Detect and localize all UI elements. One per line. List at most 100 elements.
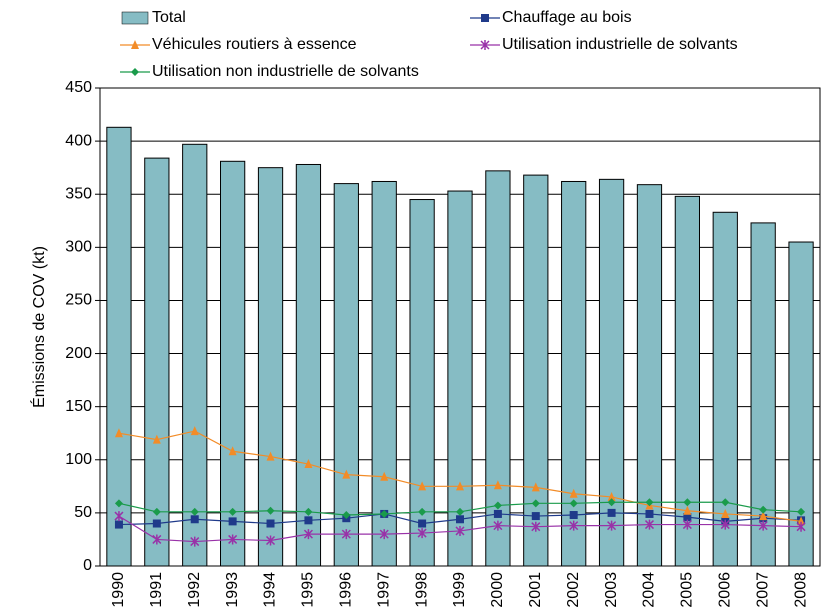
marker [417, 528, 427, 539]
bar [144, 157, 170, 567]
x-tick-label: 1993 [224, 572, 241, 608]
y-axis-label: Émissions de COV (kt) [29, 246, 48, 408]
legend-marker [480, 40, 490, 50]
marker [114, 520, 123, 529]
y-tick-label: 400 [65, 132, 92, 149]
marker [152, 507, 161, 516]
x-tick-label: 1997 [375, 572, 392, 608]
bar [447, 190, 473, 567]
marker [759, 511, 768, 521]
marker [303, 529, 313, 540]
marker [569, 499, 578, 508]
legend-label: Utilisation non industrielle de solvants [152, 63, 419, 80]
legend-label: Total [152, 9, 186, 26]
marker [796, 521, 806, 532]
x-tick-label: 2000 [489, 572, 506, 608]
marker [114, 511, 124, 522]
marker [114, 428, 123, 438]
y-tick-label: 250 [65, 292, 92, 309]
bar [712, 211, 738, 567]
legend-marker [131, 40, 139, 49]
marker [531, 521, 541, 532]
bar [106, 126, 132, 567]
x-tick-label: 2003 [603, 572, 620, 608]
marker [531, 512, 540, 521]
marker [152, 519, 161, 528]
marker [683, 498, 692, 507]
marker [721, 498, 730, 507]
marker [152, 434, 161, 444]
marker [759, 505, 768, 514]
x-tick-label: 2005 [679, 572, 696, 608]
x-tick-label: 1990 [110, 572, 127, 608]
marker [531, 482, 540, 492]
marker [607, 508, 616, 517]
legend-label: Utilisation industrielle de solvants [502, 36, 738, 53]
x-tick-label: 1994 [262, 572, 279, 608]
marker [456, 515, 464, 524]
marker [265, 535, 276, 546]
marker [569, 520, 579, 531]
bar [371, 180, 397, 567]
x-tick-label: 1996 [338, 572, 355, 608]
marker [342, 511, 351, 520]
x-tick-label: 1992 [186, 572, 203, 608]
bar [295, 163, 322, 567]
marker [645, 498, 654, 507]
marker [228, 446, 237, 456]
marker [266, 506, 275, 515]
y-tick-label: 150 [65, 398, 92, 415]
x-tick-label: 2004 [641, 572, 658, 608]
marker [493, 501, 502, 510]
marker [304, 459, 313, 469]
marker [644, 519, 655, 530]
marker [190, 515, 199, 524]
marker [341, 529, 351, 540]
x-tick-label: 2006 [716, 572, 733, 608]
marker [228, 517, 237, 526]
legend-swatch [121, 11, 149, 25]
marker [266, 519, 275, 528]
marker [721, 508, 730, 518]
marker [493, 520, 503, 531]
marker [683, 513, 692, 522]
marker [607, 520, 617, 531]
x-tick-label: 1998 [413, 572, 430, 608]
bar [598, 178, 625, 567]
marker [228, 507, 237, 516]
marker [797, 516, 806, 526]
marker [266, 451, 275, 461]
bar [257, 167, 284, 567]
marker [455, 525, 465, 536]
marker [342, 469, 351, 479]
marker [607, 498, 616, 507]
marker [228, 534, 238, 545]
y-tick-label: 0 [83, 557, 92, 574]
y-tick-label: 100 [65, 451, 92, 468]
x-tick-label: 2008 [792, 572, 809, 608]
bar [523, 174, 549, 567]
marker [758, 520, 768, 531]
marker [493, 509, 502, 518]
y-tick-label: 450 [65, 79, 92, 96]
legend-marker [131, 68, 139, 76]
marker [456, 507, 464, 516]
marker [418, 507, 427, 516]
marker [682, 519, 692, 530]
legend-marker [481, 14, 489, 22]
marker [531, 499, 540, 508]
marker [418, 519, 427, 528]
x-tick-label: 1995 [300, 572, 317, 608]
legend-label: Véhicules routiers à essence [152, 36, 357, 53]
marker [304, 507, 313, 516]
bar [182, 143, 208, 567]
bar [333, 183, 359, 567]
marker [190, 507, 199, 516]
marker [683, 505, 692, 515]
y-tick-label: 300 [65, 239, 92, 256]
bar [485, 170, 511, 567]
marker [569, 488, 578, 498]
marker [379, 529, 389, 540]
marker [493, 480, 502, 490]
y-tick-label: 200 [65, 345, 92, 362]
